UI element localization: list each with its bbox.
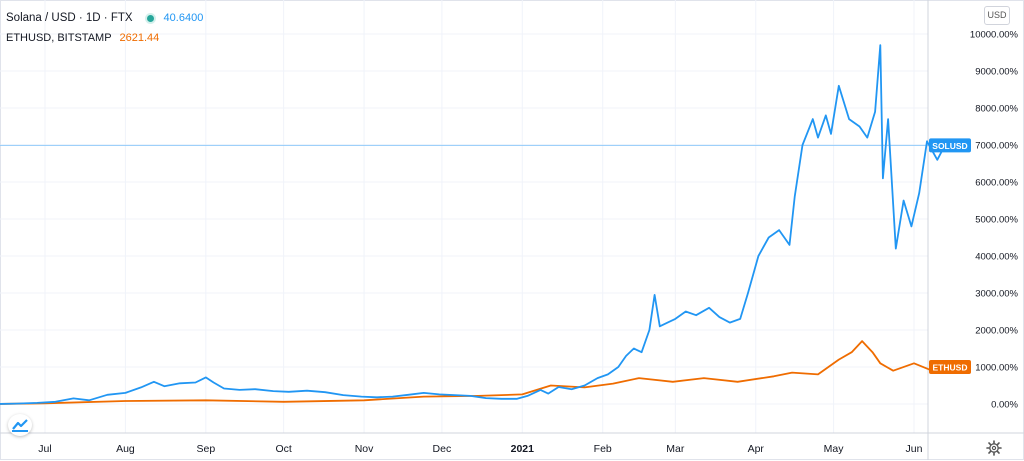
x-tick-label: Nov	[355, 443, 374, 455]
x-tick-label: Apr	[748, 443, 765, 455]
y-tick-label: 0.00%	[991, 400, 1018, 411]
x-tick-label: Jun	[906, 443, 923, 455]
y-tick-label: 8000.00%	[975, 104, 1018, 115]
x-axis[interactable]: Jul Aug Sep Oct Nov Dec 2021 Feb Mar Apr May Jun	[38, 443, 922, 455]
legend-main-row[interactable]: Solana / USD · 1D · FTX 40.6400	[6, 8, 203, 28]
main-value: 40.6400	[163, 12, 204, 24]
market-status-icon	[146, 14, 154, 22]
x-tick-label: Mar	[666, 443, 685, 455]
compare-value: 2621.44	[119, 32, 160, 44]
y-tick-label: 9000.00%	[975, 67, 1018, 78]
series-line-ethusd	[0, 340, 954, 405]
x-tick-label: Feb	[594, 443, 612, 455]
y-tick-label: 3000.00%	[975, 289, 1018, 300]
y-tick-label: 7000.00%	[975, 141, 1018, 152]
y-tick-label: 4000.00%	[975, 252, 1018, 263]
x-tick-label: Sep	[196, 443, 215, 455]
currency-scale-button[interactable]: USD	[984, 6, 1010, 25]
badge-label: SOLUSD	[932, 141, 967, 151]
x-tick-label: May	[824, 443, 845, 455]
tradingview-logo-icon[interactable]	[8, 414, 32, 436]
badge-label: ETHUSD	[933, 363, 968, 373]
x-tick-label: Jul	[38, 443, 51, 455]
y-axis[interactable]: 10000.00% 9000.00% 8000.00% 7000.00% 6000.00…	[970, 30, 1019, 411]
compare-symbol[interactable]: ETHUSD, BITSTAMP	[6, 32, 112, 44]
y-tick-label: 6000.00%	[975, 178, 1018, 189]
last-value-badges: SOLUSD ETHUSD	[929, 138, 971, 374]
x-tick-label: Aug	[116, 443, 135, 455]
series-line-solusd	[0, 44, 953, 405]
badge-solusd: SOLUSD	[929, 138, 971, 153]
y-tick-label: 2000.00%	[975, 326, 1018, 337]
series-layer	[0, 44, 954, 405]
badge-ethusd: ETHUSD	[929, 360, 971, 374]
y-tick-label: 10000.00%	[970, 30, 1019, 41]
y-tick-label: 5000.00%	[975, 215, 1018, 226]
x-tick-label: Oct	[275, 443, 291, 455]
x-tick-label: Dec	[433, 443, 452, 455]
symbol-title[interactable]: Solana / USD · 1D · FTX	[6, 12, 133, 24]
x-tick-label: 2021	[511, 443, 535, 455]
badge-background	[929, 360, 971, 374]
legend-compare-row[interactable]: ETHUSD, BITSTAMP 2621.44	[6, 28, 203, 48]
chart-legend: Solana / USD · 1D · FTX 40.6400 ETHUSD, …	[6, 8, 203, 48]
y-tick-label: 1000.00%	[975, 363, 1018, 374]
badge-background	[929, 138, 971, 153]
settings-gear-icon[interactable]	[986, 440, 1002, 456]
